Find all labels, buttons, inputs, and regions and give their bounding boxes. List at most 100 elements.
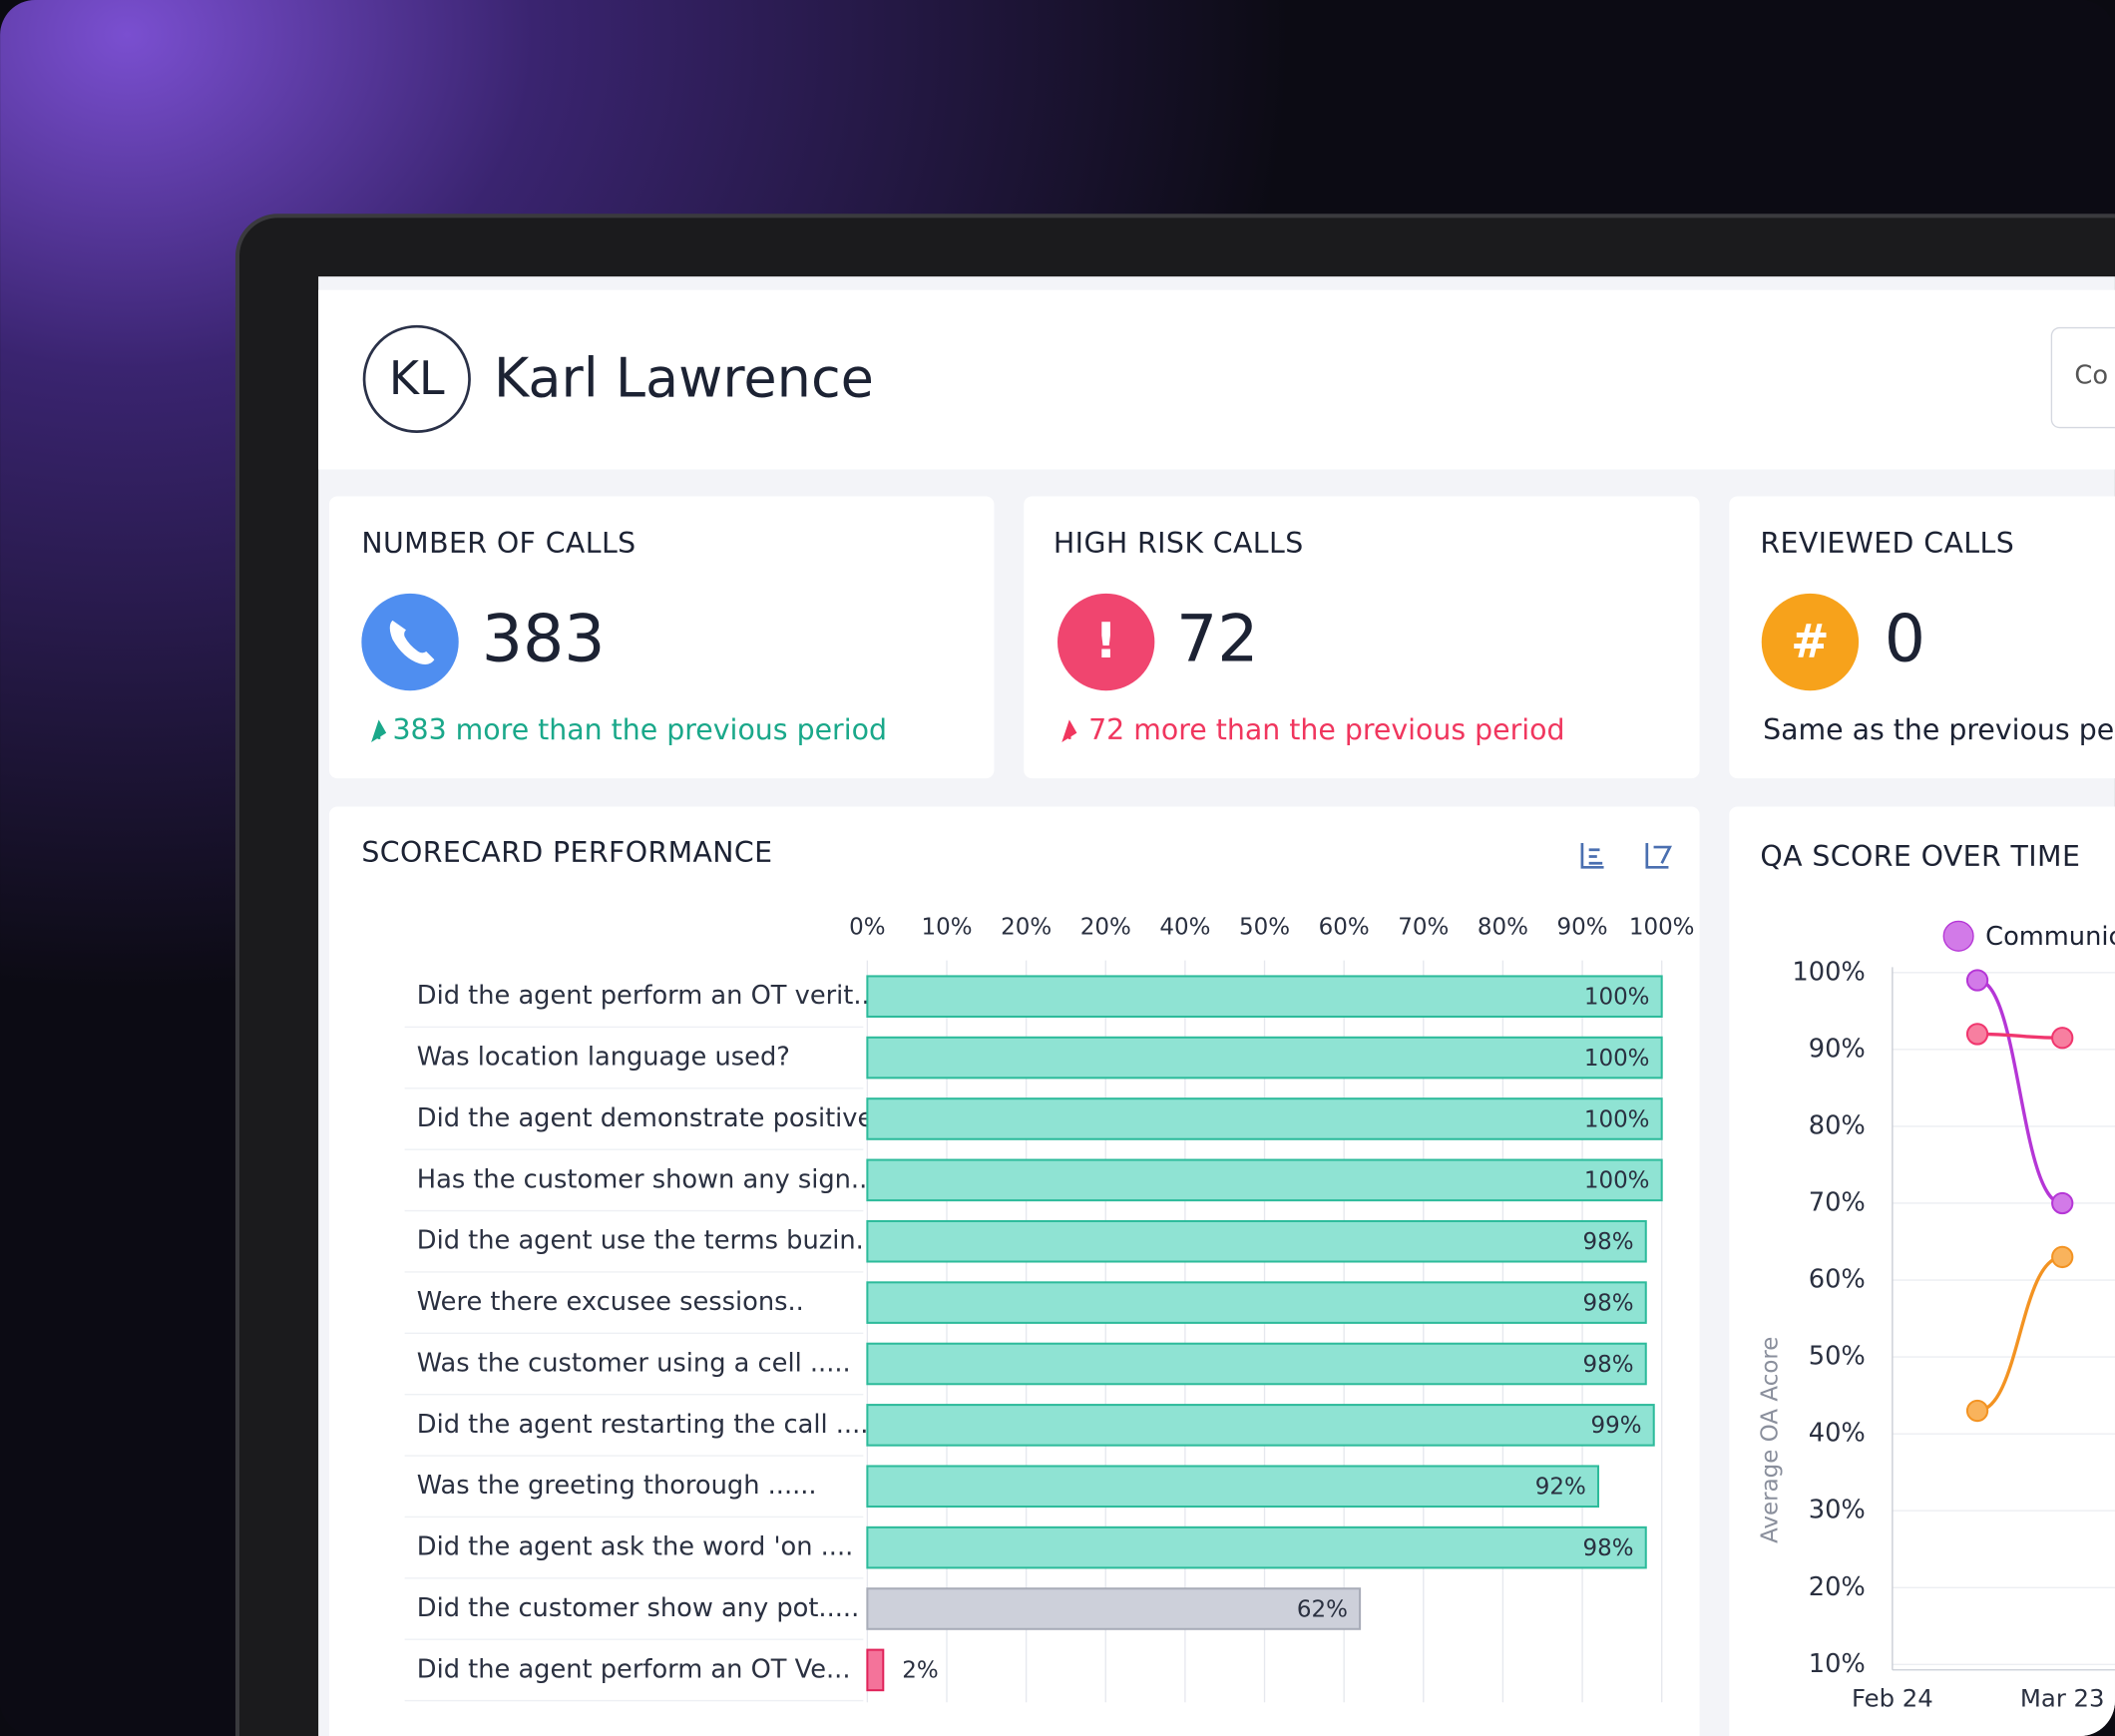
card <box>1024 496 1700 779</box>
card-title: REVIEWED CALLS <box>1760 527 2014 560</box>
value-label: 98% <box>1583 1535 1634 1561</box>
value-label: 100% <box>1584 985 1650 1011</box>
card-value: 72 <box>1176 602 1259 676</box>
point <box>1965 1023 1989 1046</box>
hash-icon <box>1761 593 1860 691</box>
bar <box>866 1465 1599 1509</box>
bar <box>866 1158 1663 1202</box>
card-change: Same as the previous peri <box>1763 713 2115 746</box>
chart-title: QA SCORE OVER TIME <box>1760 840 2080 873</box>
value-label: 98% <box>1583 1352 1634 1378</box>
series-line <box>1976 1255 2063 1413</box>
x-tick-label: 80% <box>1478 915 1528 941</box>
y-tick-label: 100% <box>1792 957 1865 987</box>
category-label: Did the customer show any pot..... <box>417 1593 859 1623</box>
series-line <box>1976 978 2063 1205</box>
y-tick-label: 70% <box>1809 1187 1866 1217</box>
x-tick-label: 60% <box>1319 915 1370 941</box>
category-label: Was location language used? <box>417 1043 790 1073</box>
up-arrow <box>371 719 387 743</box>
sort-icon[interactable] <box>1645 842 1672 869</box>
category-label: Did the agent restarting the call .... <box>417 1410 869 1440</box>
category-label: Was the customer using a cell ..... <box>417 1348 851 1378</box>
chart-title: SCORECARD PERFORMANCE <box>361 836 772 869</box>
hash-glyph: # <box>1791 615 1830 668</box>
sort-icon[interactable] <box>1580 842 1604 869</box>
x-tick-label: 90% <box>1557 915 1608 941</box>
y-tick-label: 20% <box>1809 1572 1866 1602</box>
x-tick-label: 20% <box>1001 915 1052 941</box>
point <box>2051 1191 2074 1215</box>
y-tick-label: 80% <box>1809 1110 1866 1140</box>
card-title: NUMBER OF CALLS <box>361 527 635 560</box>
category-label: Were there excusee sessions.. <box>417 1287 804 1317</box>
value-label: 98% <box>1583 1290 1634 1316</box>
bar <box>866 1525 1647 1569</box>
x-tick-label: 10% <box>921 915 972 941</box>
value-label: 100% <box>1584 1168 1650 1194</box>
y-tick-label: 90% <box>1809 1034 1866 1064</box>
bar <box>866 975 1663 1019</box>
bar <box>866 1281 1647 1324</box>
x-tick-label: Mar 23 <box>2020 1683 2105 1712</box>
card <box>328 496 995 779</box>
x-tick-label: 20% <box>1080 915 1131 941</box>
bar <box>866 1097 1663 1140</box>
header <box>318 289 2115 470</box>
alert-icon <box>1058 593 1155 691</box>
card-title: HIGH RISK CALLS <box>1054 527 1304 560</box>
category-label: Did the agent perform an OT verit.. <box>417 981 870 1011</box>
legend-label: Communic <box>1985 922 2115 952</box>
legend-swatch <box>1942 920 1974 952</box>
card-change: 72 more than the previous period <box>1088 713 1564 746</box>
bar <box>866 1219 1647 1263</box>
avatar <box>362 324 471 433</box>
x-tick-label: 100% <box>1629 915 1695 941</box>
card-value: 383 <box>482 602 606 676</box>
header-button[interactable] <box>2050 326 2115 429</box>
bar <box>866 1404 1655 1447</box>
y-tick-label: 40% <box>1809 1419 1866 1449</box>
point <box>1965 969 1989 992</box>
x-tick-label: 0% <box>849 915 885 941</box>
y-tick-label: 10% <box>1809 1649 1866 1679</box>
bar <box>866 1587 1362 1630</box>
category-label: Did the agent perform an OT Ve... <box>417 1654 851 1684</box>
alert-glyph: ! <box>1095 614 1117 669</box>
header-button-label[interactable]: Co <box>2074 361 2108 391</box>
value-label: 99% <box>1590 1413 1641 1439</box>
value-label: 100% <box>1584 1046 1650 1072</box>
up-arrow <box>1061 719 1077 743</box>
agent-name: Karl Lawrence <box>494 346 874 409</box>
x-tick-label: Feb 24 <box>1852 1683 1933 1712</box>
point <box>1965 1399 1989 1423</box>
x-tick-label: 40% <box>1159 915 1210 941</box>
card <box>1729 496 2115 779</box>
bar <box>866 1036 1663 1080</box>
y-tick-label: 30% <box>1809 1496 1866 1525</box>
value-label: 98% <box>1583 1229 1634 1255</box>
bar <box>866 1342 1647 1386</box>
x-tick-label: 50% <box>1239 915 1290 941</box>
phone-icon <box>361 593 459 691</box>
category-label: Did the agent demonstrate positive <box>417 1103 873 1133</box>
y-tick-label: 50% <box>1809 1342 1866 1372</box>
card-value: 0 <box>1885 602 1925 676</box>
series-line <box>1977 1032 2063 1040</box>
category-label: Has the customer shown any sign.. <box>417 1164 867 1194</box>
value-label: 92% <box>1535 1475 1586 1501</box>
x-tick-label: 70% <box>1398 915 1449 941</box>
card-change: 383 more than the previous period <box>392 713 887 746</box>
category-label: Did the agent use the terms buzin.. <box>417 1226 872 1256</box>
value-label: 2% <box>902 1658 938 1684</box>
y-axis-title: Average OA Acore <box>1758 1337 1784 1543</box>
value-label: 100% <box>1584 1106 1650 1132</box>
point <box>2051 1027 2074 1050</box>
y-tick-label: 60% <box>1809 1265 1866 1295</box>
avatar-initials: KL <box>389 351 445 405</box>
point <box>2051 1245 2074 1269</box>
phone-glyph <box>389 620 435 664</box>
category-label: Did the agent ask the word 'on .... <box>417 1532 853 1562</box>
